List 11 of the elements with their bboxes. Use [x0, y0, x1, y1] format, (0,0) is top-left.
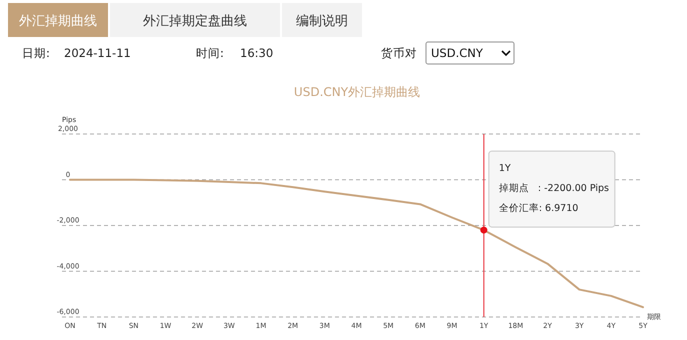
text: 货币对 — [381, 46, 417, 60]
text: 外汇掉期定盘曲线 — [143, 14, 247, 29]
text: 日期: — [22, 46, 50, 60]
text: 外汇掉期曲线 — [19, 14, 97, 29]
text: 16:30 — [240, 46, 274, 60]
chart-title: USD.CNY外汇掉期曲线 — [294, 85, 420, 99]
text: USD.CNY — [431, 46, 484, 60]
text: 2024-11-11 — [64, 46, 131, 60]
text: 编制说明 — [296, 14, 348, 29]
annotation: 1Y 掉期点 : -2200.00 Pips 全价汇率: 6.9710 — [498, 163, 610, 214]
text: 时间: — [196, 46, 224, 60]
